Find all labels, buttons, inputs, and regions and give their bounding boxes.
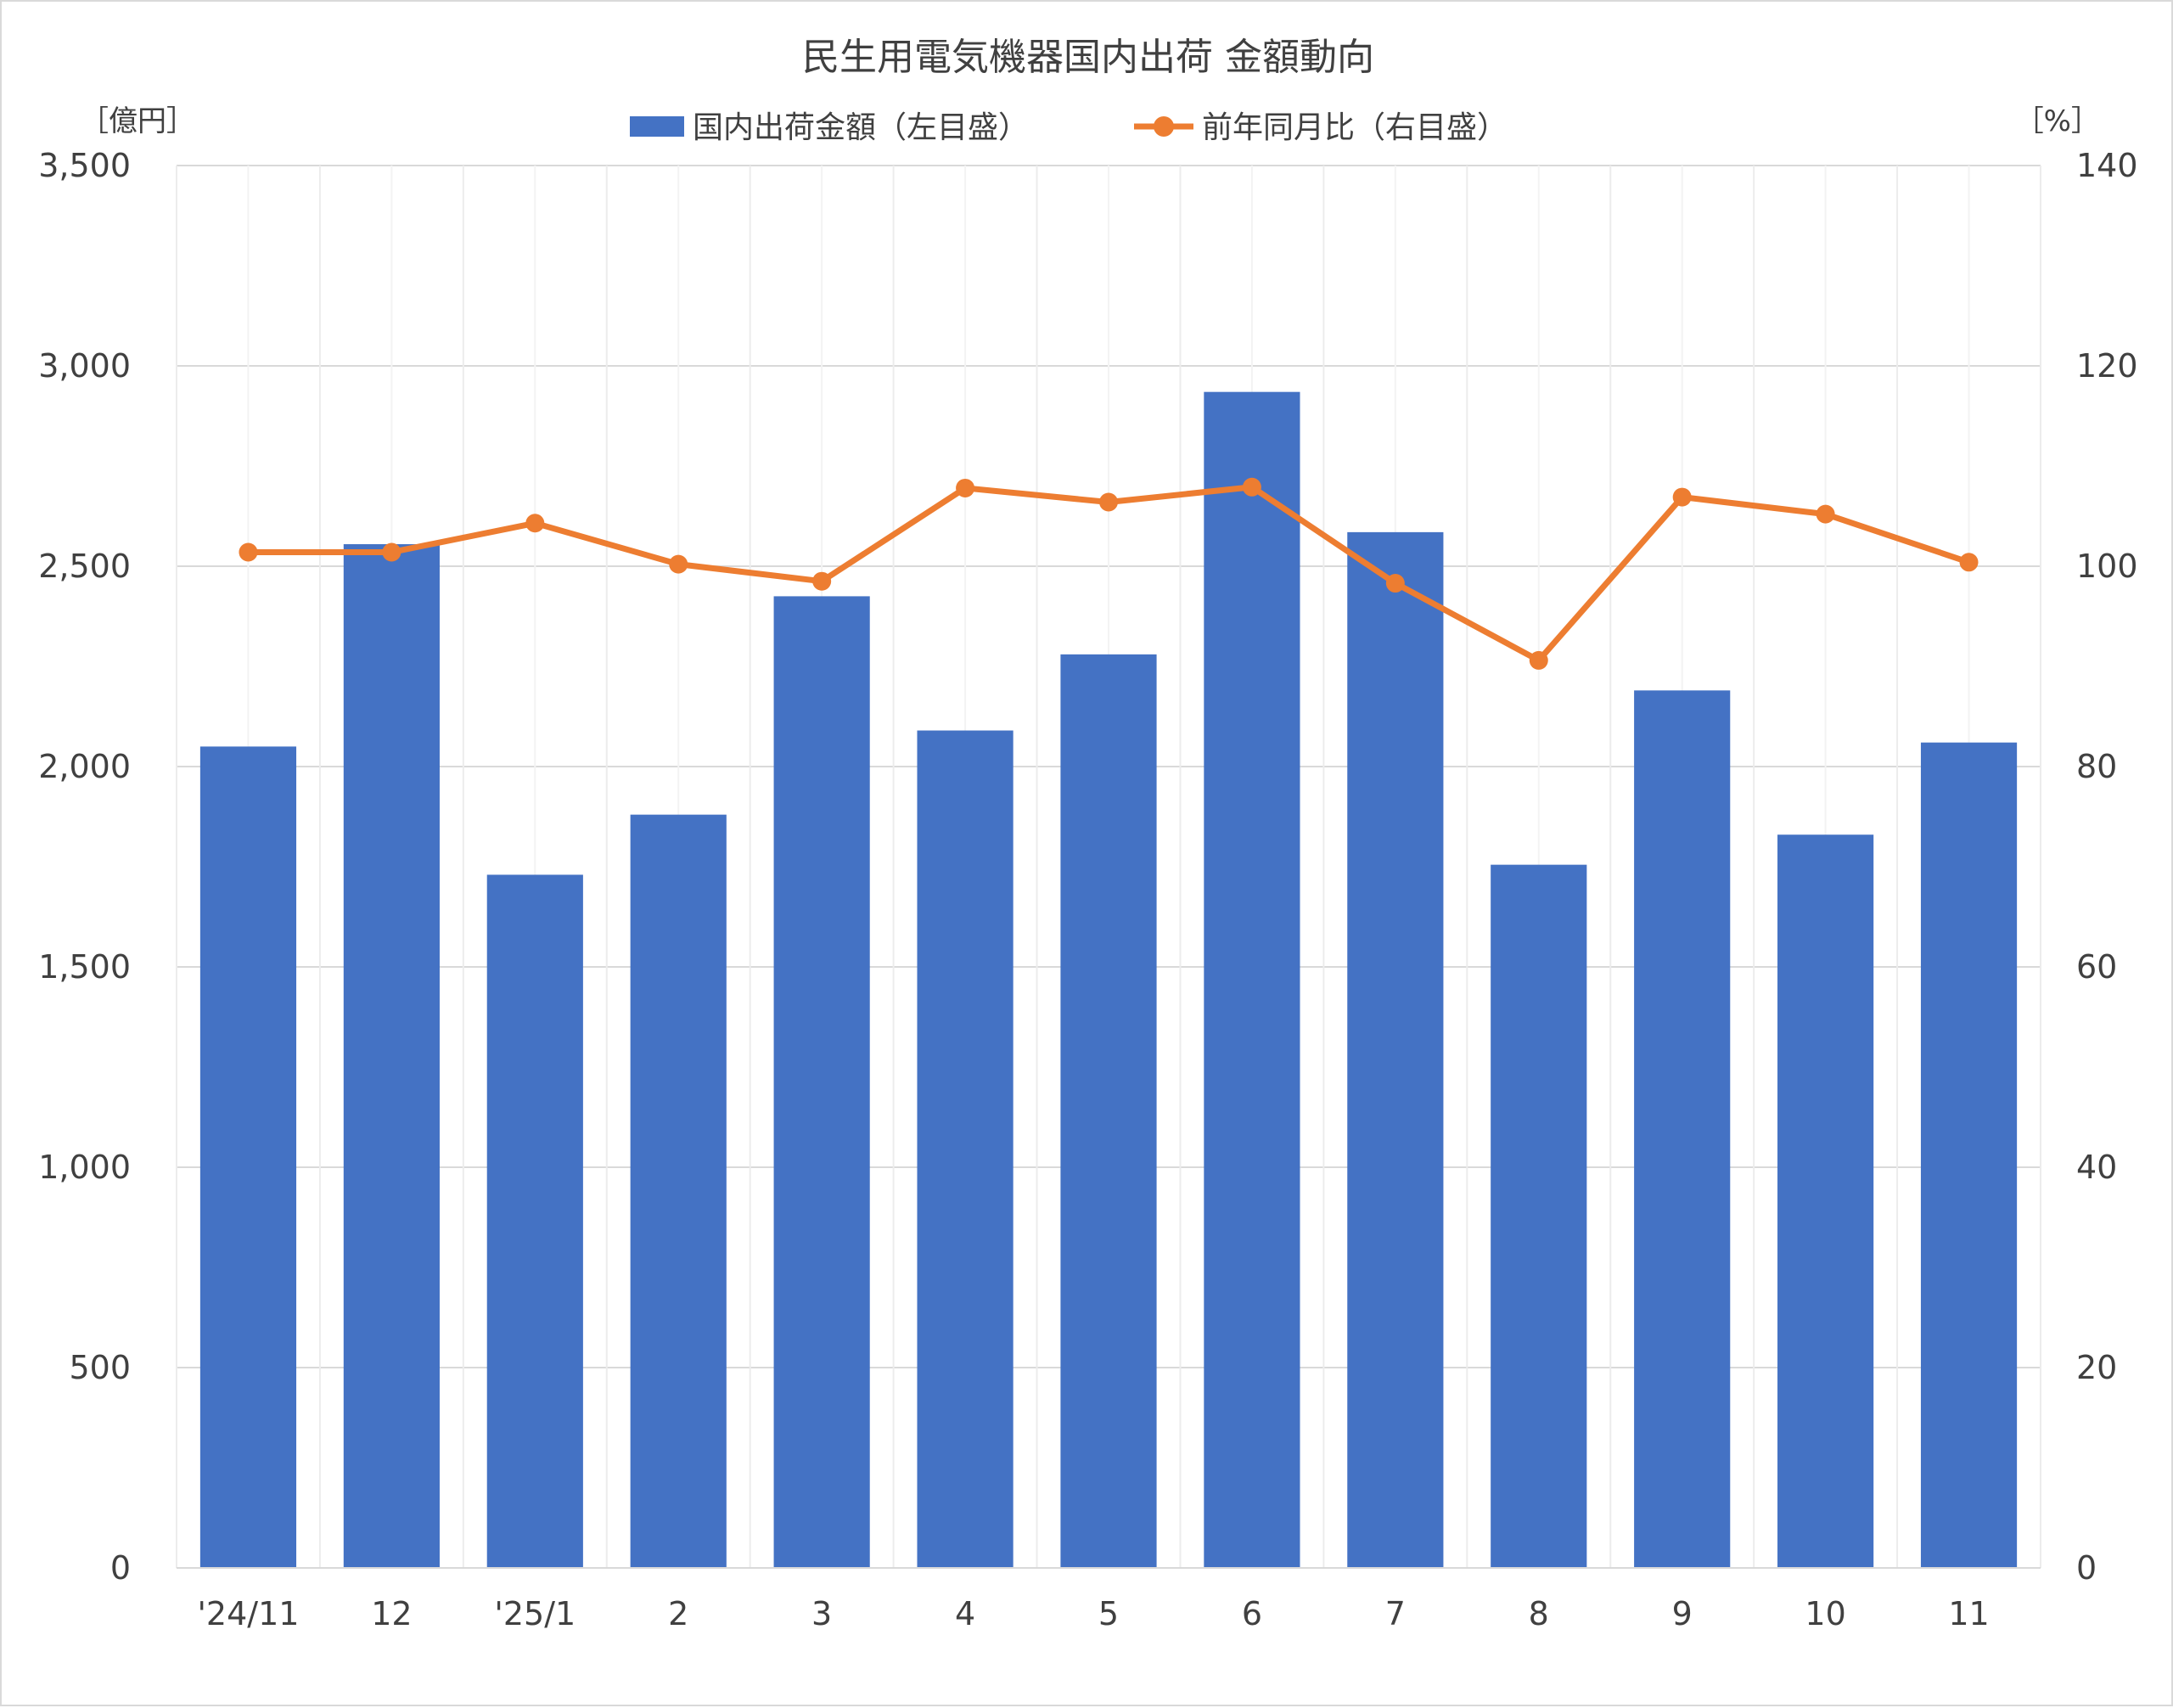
left-tick-label: 500 [69,1349,131,1386]
legend-bar-label: 国内出荷金額（左目盛） [693,110,1029,145]
bar-1 [343,544,440,1568]
bar-12 [1920,742,2018,1568]
legend-line-marker [1154,116,1174,137]
axes: 0 500 1,000 1,500 2,000 2,500 3,000 3,500 0 20 40 6… [38,147,2137,1632]
left-tick-label: 1,000 [38,1149,131,1186]
bar-4 [773,596,870,1568]
x-tick-label: 8 [1529,1595,1549,1632]
yoy-point-5 [956,478,975,497]
bar-9 [1491,864,1587,1568]
bar-7 [1204,391,1300,1569]
yoy-point-9 [1529,650,1548,670]
left-tick-label: 1,500 [38,948,131,986]
legend-line-label: 前年同月比（右目盛） [1202,110,1508,145]
bar-2 [486,874,583,1568]
left-axis-unit: ［億円］ [80,104,195,138]
x-tick-label: 12 [371,1595,412,1632]
chart-title: 民生用電気機器国内出荷 金額動向 [802,36,1374,79]
bar-3 [630,814,727,1568]
yoy-point-11 [1816,504,1835,524]
bar-10 [1634,690,1731,1568]
yoy-point-7 [1242,477,1261,497]
x-tick-label: 9 [1672,1595,1693,1632]
right-tick-label: 60 [2076,948,2117,986]
left-tick-label: 3,500 [38,147,131,184]
bar-0 [199,746,297,1568]
yoy-point-3 [669,554,688,574]
yoy-point-0 [239,542,258,562]
right-tick-label: 120 [2076,347,2138,385]
x-tick-label: '24/11 [197,1595,299,1632]
yoy-point-2 [525,514,545,533]
yoy-point-4 [812,571,832,591]
yoy-point-8 [1385,574,1405,593]
right-tick-label: 0 [2076,1549,2097,1587]
x-tick-label: '25/1 [494,1595,576,1632]
right-tick-label: 20 [2076,1349,2117,1386]
yoy-point-10 [1672,487,1692,507]
legend-bar-swatch [630,116,684,137]
bar-5 [917,730,1014,1568]
x-tick-label: 4 [955,1595,975,1632]
x-tick-label: 7 [1385,1595,1406,1632]
yoy-point-12 [1959,553,1979,572]
x-tick-label: 2 [668,1595,688,1632]
left-tick-label: 2,500 [38,548,131,585]
right-tick-label: 80 [2076,748,2117,785]
bar-11 [1777,834,1874,1568]
right-tick-label: 40 [2076,1149,2117,1186]
yoy-point-1 [382,542,401,562]
bar-8 [1347,531,1444,1568]
x-tick-label: 3 [811,1595,832,1632]
left-tick-label: 2,000 [38,748,131,785]
x-tick-label: 11 [1948,1595,1989,1632]
bar-series [199,391,2018,1569]
bar-6 [1060,654,1157,1568]
right-tick-label: 100 [2076,548,2138,585]
left-tick-label: 3,000 [38,347,131,385]
x-tick-label: 5 [1098,1595,1119,1632]
left-tick-label: 0 [110,1549,131,1587]
x-tick-label: 10 [1805,1595,1845,1632]
right-tick-label: 140 [2076,147,2138,184]
line-series [239,477,1979,670]
yoy-point-6 [1099,492,1118,512]
x-tick-label: 6 [1242,1595,1262,1632]
right-axis-unit: ［%］ [2015,104,2100,138]
legend: 国内出荷金額（左目盛） 前年同月比（右目盛） [630,110,1508,145]
